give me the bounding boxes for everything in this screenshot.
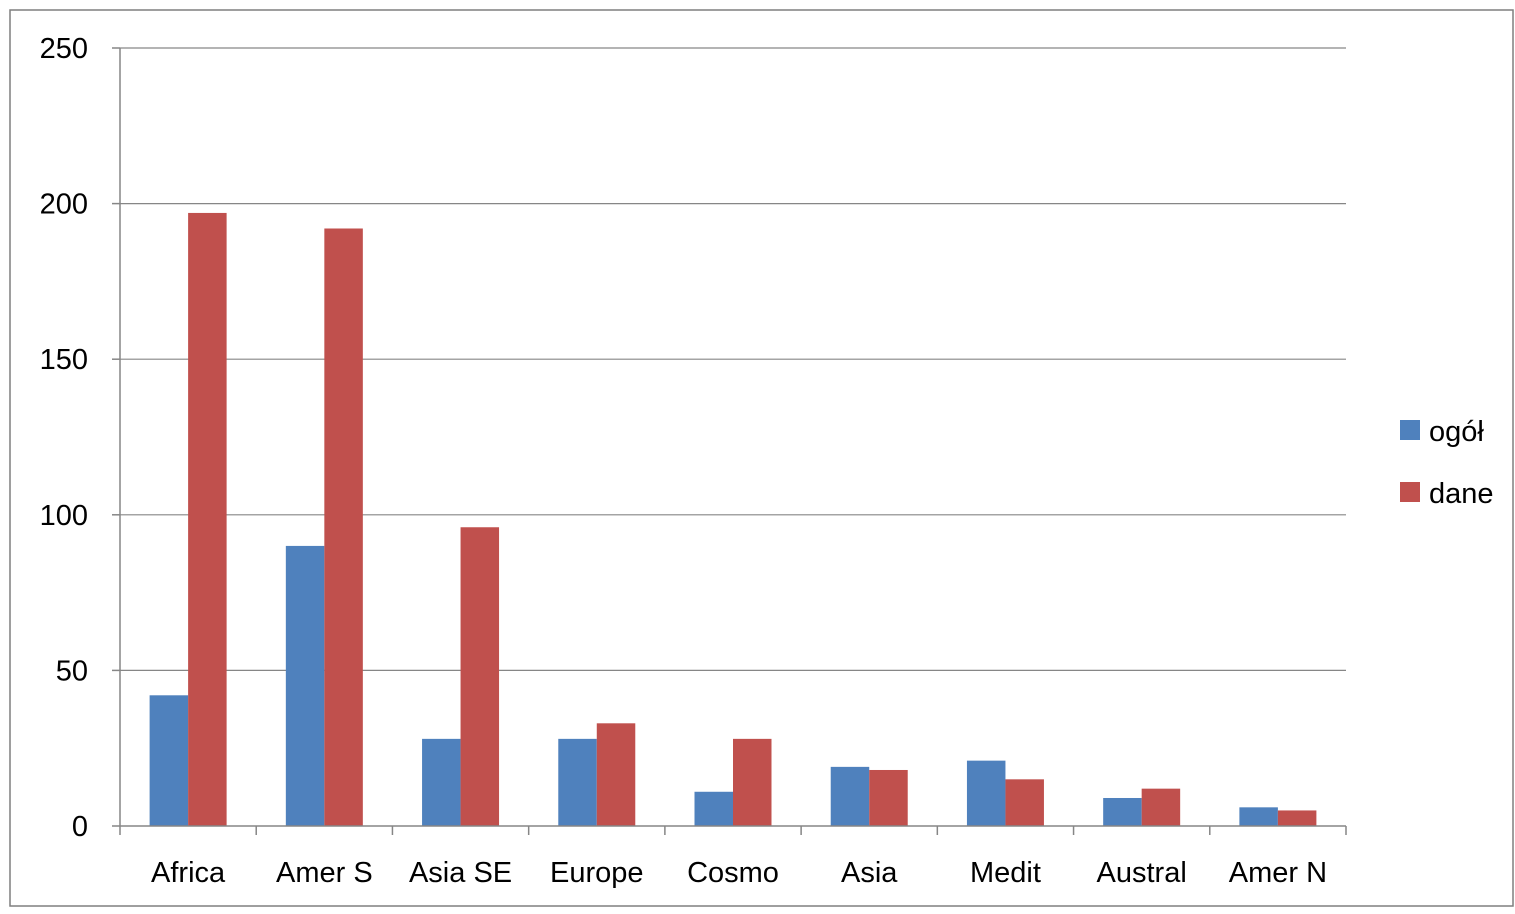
bar-series2-austral <box>1141 788 1181 826</box>
y-tick-labels: 0 50 100 150 200 250 <box>40 33 88 843</box>
axes <box>112 47 1347 835</box>
x-tick-label: Asia <box>841 857 898 889</box>
x-tick-label: Amer S <box>276 857 373 889</box>
bar-series2-africa <box>188 212 227 826</box>
bar-series2-asia-se <box>460 527 500 826</box>
y-tick-label: 200 <box>40 189 88 221</box>
bar-series2-europe <box>596 723 636 826</box>
bar-series2-amer-s <box>324 228 363 827</box>
legend-label: dane <box>1429 478 1494 510</box>
bar-series2-medit <box>1005 779 1044 826</box>
y-tick-label: 250 <box>40 33 88 65</box>
x-tick-label: Austral <box>1097 857 1187 889</box>
bar-series1-europe <box>558 738 597 826</box>
x-tick-label: Cosmo <box>687 857 779 889</box>
bar-series1-asia-se <box>422 738 461 826</box>
bar-series1-cosmo <box>694 791 733 826</box>
legend-swatch <box>1400 482 1420 502</box>
bar-series2-amer-n <box>1277 810 1317 826</box>
x-tick-label: Europe <box>550 857 644 889</box>
legend-swatch <box>1400 420 1420 440</box>
bar-series2-cosmo <box>733 738 772 826</box>
legend-label: ogół <box>1429 416 1484 448</box>
y-tick-label: 50 <box>56 655 88 687</box>
bar-series1-amer-s <box>285 545 325 826</box>
bar-series1-africa <box>149 695 189 826</box>
x-tick-label: Amer N <box>1229 857 1327 889</box>
x-tick-label: Africa <box>151 857 226 889</box>
bars <box>149 212 1317 827</box>
y-tick-label: 150 <box>40 344 88 376</box>
x-tick-label: Medit <box>970 857 1041 889</box>
bar-series1-amer-n <box>1239 807 1278 826</box>
bar-series1-austral <box>1103 797 1142 826</box>
x-tick-labels: Africa Amer S Asia SE Europe Cosmo Asia Medit A… <box>151 857 1327 889</box>
x-tick-label: Asia SE <box>409 857 512 889</box>
bar-series1-medit <box>966 760 1006 826</box>
legend: ogół dane <box>1400 416 1494 510</box>
bar-series2-asia <box>869 769 908 826</box>
y-tick-label: 0 <box>72 811 88 843</box>
bar-series1-asia <box>830 766 870 826</box>
y-tick-label: 100 <box>40 500 88 532</box>
